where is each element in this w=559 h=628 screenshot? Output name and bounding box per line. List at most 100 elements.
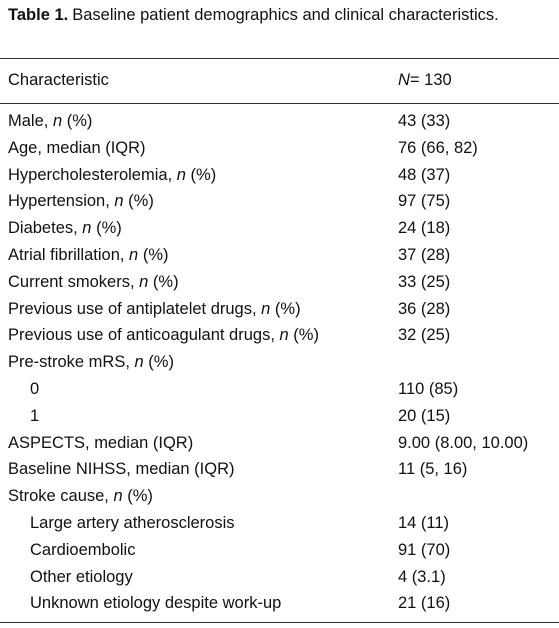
caption-label: Table 1. <box>8 6 69 24</box>
text-segment: Male, <box>8 112 53 130</box>
row-label: 1 <box>30 403 39 429</box>
text-segment: (%) <box>138 246 169 264</box>
row-value: 110 (85) <box>398 380 459 398</box>
text-segment: n <box>279 326 289 345</box>
table-row: Large artery atherosclerosis 14 (11) <box>0 510 559 536</box>
row-value: 97 (75) <box>398 192 451 211</box>
text-segment: Unknown etiology despite work-up <box>30 594 282 613</box>
text-segment: = 130 <box>409 71 452 89</box>
row-label: Pre-stroke mRS, n (%) <box>8 349 174 375</box>
row-value: 4 (3.1) <box>398 567 446 586</box>
text-segment: n <box>52 112 63 130</box>
row-label: Hypercholesterolemia, n (%) <box>8 162 216 188</box>
row-value: 37 (28) <box>398 246 451 264</box>
table-row: Stroke cause, n (%) <box>0 483 559 509</box>
text-segment: N <box>398 71 410 89</box>
rule <box>0 622 559 623</box>
caption: Table 1. Baseline patient demographics an… <box>8 4 528 26</box>
rule <box>0 103 559 104</box>
text-segment: n <box>139 272 149 291</box>
row-label: 0 <box>30 376 39 402</box>
text-segment: (%) <box>123 192 154 211</box>
row-value: 76 (66, 82) <box>398 138 478 157</box>
row-value: 33 (25) <box>398 272 451 291</box>
text-segment: Hypercholesterolemia, <box>8 165 177 184</box>
table-row: Previous use of antiplatelet drugs, n (%… <box>0 296 559 322</box>
header-cell: Characteristic <box>8 67 109 93</box>
row-label: Stroke cause, n (%) <box>8 483 153 509</box>
row-label: Atrial fibrillation, n (%) <box>8 242 168 268</box>
text-segment: (%) <box>143 353 174 372</box>
table-row: Cardioembolic 91 (70) <box>0 537 559 563</box>
text-segment: n <box>114 192 124 211</box>
table-row: 0 110 (85) <box>0 376 559 402</box>
row-value: 9.00 (8.00, 10.00) <box>398 433 529 452</box>
text-segment: Age, median (IQR) <box>8 138 146 157</box>
row-label: Unknown etiology despite work-up <box>30 590 281 616</box>
text-segment: n <box>82 219 92 238</box>
row-label: Current smokers, n (%) <box>8 269 179 295</box>
text-segment: n <box>134 353 144 372</box>
text-segment: Hypertension, <box>8 192 115 211</box>
text-segment: 1 <box>30 406 40 425</box>
text-segment: Pre-stroke mRS, <box>8 353 135 372</box>
row-label: ASPECTS, median (IQR) <box>8 430 193 456</box>
row-label: Baseline NIHSS, median (IQR) <box>8 456 235 482</box>
header-row: Characteristic N= 130 <box>0 67 559 93</box>
table-row: Diabetes, n (%) 24 (18) <box>0 215 559 241</box>
row-value: 20 (15) <box>398 406 451 425</box>
text-segment: (%) <box>148 272 179 291</box>
table-row: Unknown etiology despite work-up 21 (16) <box>0 590 559 616</box>
text-segment: Other etiology <box>30 567 133 586</box>
text-segment: 0 <box>30 380 40 398</box>
row-value: 24 (18) <box>398 219 451 238</box>
table-row: Pre-stroke mRS, n (%) <box>0 349 559 375</box>
text-segment: (%) <box>122 487 153 506</box>
text-segment: Current smokers, <box>8 272 140 291</box>
text-segment: Diabetes, <box>8 219 83 238</box>
row-value: 36 (28) <box>398 299 451 318</box>
row-label: Previous use of anticoagulant drugs, n (… <box>8 322 319 348</box>
table-row: Baseline NIHSS, median (IQR) 11 (5, 16) <box>0 456 559 482</box>
table-row: Current smokers, n (%) 33 (25) <box>0 269 559 295</box>
row-label: Previous use of antiplatelet drugs, n (%… <box>8 296 301 322</box>
caption-text: Baseline patient demographics and clinic… <box>72 6 499 24</box>
table-row: Previous use of anticoagulant drugs, n (… <box>0 322 559 348</box>
row-label: Hypertension, n (%) <box>8 188 154 214</box>
table-row: Hypercholesterolemia, n (%) 48 (37) <box>0 162 559 188</box>
text-segment: Cardioembolic <box>30 540 136 559</box>
text-segment: n <box>176 165 186 184</box>
row-value: 32 (25) <box>398 326 451 345</box>
text-segment: n <box>261 299 271 318</box>
table-row: Hypertension, n (%) 97 (75) <box>0 188 559 214</box>
row-value: 43 (33) <box>398 112 451 130</box>
text-segment: Atrial fibrillation, <box>8 246 130 264</box>
table-row: Atrial fibrillation, n (%) 37 (28) <box>0 242 559 268</box>
row-value: 14 (11) <box>398 514 450 532</box>
text-segment: (%) <box>270 299 301 318</box>
text-segment: ASPECTS, median (IQR) <box>8 433 194 452</box>
row-label: Cardioembolic <box>30 537 135 563</box>
text-segment: Previous use of anticoagulant drugs, <box>8 326 280 345</box>
row-label: Other etiology <box>30 564 133 590</box>
rule <box>0 58 559 59</box>
text-segment: n <box>129 246 139 264</box>
table-row: 1 20 (15) <box>0 403 559 429</box>
text-segment: Large artery atherosclerosis <box>30 514 235 532</box>
text-segment: Previous use of antiplatelet drugs, <box>8 299 262 318</box>
text-segment: n <box>113 487 123 506</box>
table-row: ASPECTS, median (IQR) 9.00 (8.00, 10.00) <box>0 430 559 456</box>
text-segment: Baseline NIHSS, median (IQR) <box>8 460 235 479</box>
header-cell: N= 130 <box>398 67 452 93</box>
text-segment: (%) <box>62 112 93 130</box>
row-label: Large artery atherosclerosis <box>30 510 235 536</box>
row-value: 91 (70) <box>398 540 451 559</box>
text-segment: Stroke cause, <box>8 487 114 506</box>
text-segment: (%) <box>288 326 319 345</box>
row-label: Male, n (%) <box>8 108 92 134</box>
row-value: 21 (16) <box>398 594 451 613</box>
row-value: 11 (5, 16) <box>398 460 468 479</box>
table-row: Other etiology 4 (3.1) <box>0 564 559 590</box>
text-segment: Characteristic <box>8 71 109 89</box>
